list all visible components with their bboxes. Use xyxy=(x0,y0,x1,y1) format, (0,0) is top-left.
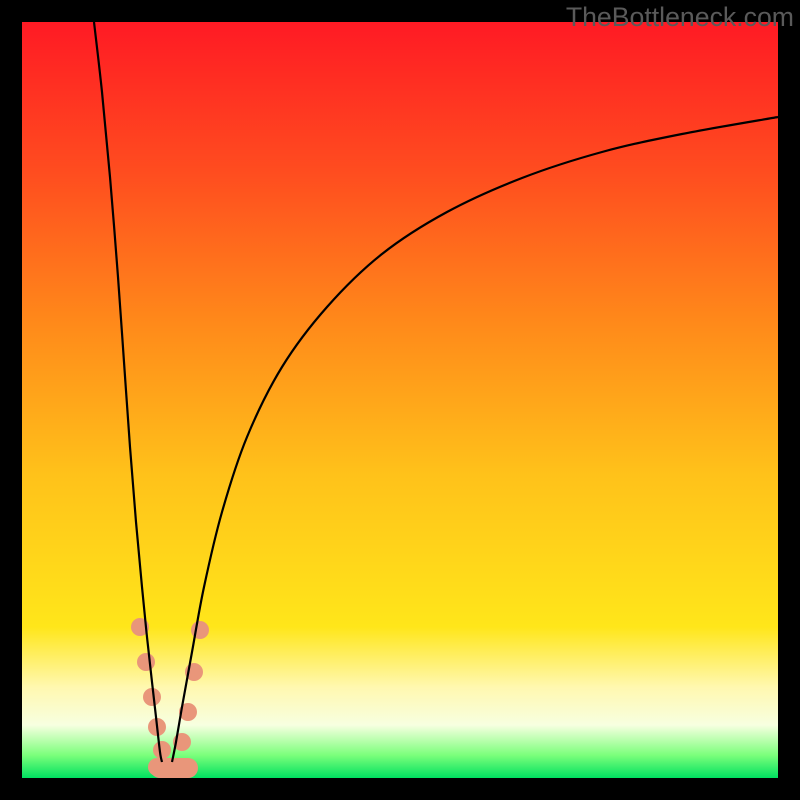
plot-area xyxy=(22,22,778,778)
marker-dots xyxy=(131,618,209,778)
marker-dot xyxy=(153,741,171,759)
marker-dot xyxy=(178,758,196,776)
marker-dot xyxy=(137,653,155,671)
v-curve-chart xyxy=(22,22,778,778)
left-curve xyxy=(94,22,162,762)
right-curve xyxy=(172,117,778,762)
watermark-text: TheBottleneck.com xyxy=(566,2,794,33)
chart-frame: TheBottleneck.com xyxy=(0,0,800,800)
